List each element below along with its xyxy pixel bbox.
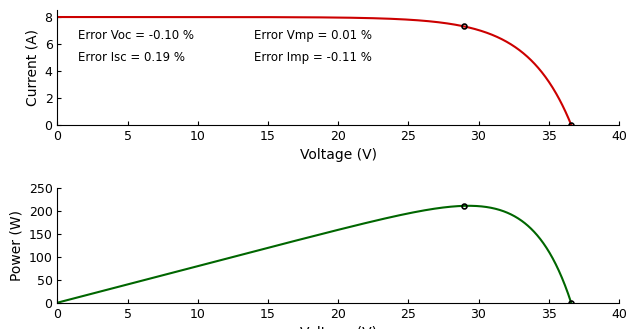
Text: Error Vmp = 0.01 %: Error Vmp = 0.01 %	[254, 29, 372, 42]
Text: Error Imp = -0.11 %: Error Imp = -0.11 %	[254, 51, 372, 64]
Text: Error Voc = -0.10 %: Error Voc = -0.10 %	[78, 29, 195, 42]
Text: Error Isc = 0.19 %: Error Isc = 0.19 %	[78, 51, 186, 64]
X-axis label: Voltage (V): Voltage (V)	[300, 148, 376, 162]
Y-axis label: Power (W): Power (W)	[9, 210, 23, 281]
X-axis label: Voltage (V): Voltage (V)	[300, 326, 376, 329]
Y-axis label: Current (A): Current (A)	[25, 29, 39, 106]
